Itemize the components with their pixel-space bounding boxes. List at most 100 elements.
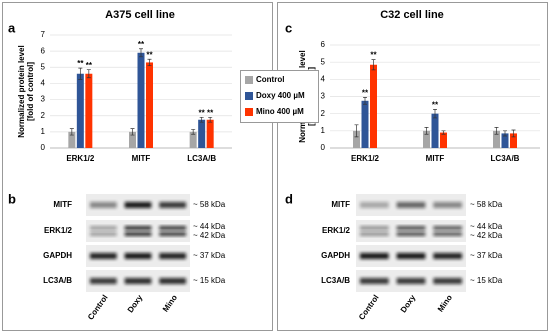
y-tick-label: 0 xyxy=(41,143,46,152)
blot-band xyxy=(433,232,462,236)
blot-band xyxy=(159,278,186,284)
significance-label: ** xyxy=(138,40,145,49)
significance-label: ** xyxy=(199,108,206,117)
y-axis-label: [fold of control] xyxy=(26,62,35,121)
y-tick-label: 5 xyxy=(41,62,46,71)
blot-band xyxy=(124,226,152,230)
blot-band xyxy=(90,253,117,259)
kda-label: ~ 15 kDa xyxy=(470,276,503,285)
bar xyxy=(493,130,500,148)
bar xyxy=(76,73,84,148)
error-bar xyxy=(433,109,437,119)
blot-band xyxy=(360,226,389,230)
blot-band xyxy=(433,278,462,284)
blot-band xyxy=(90,202,117,208)
y-tick-label: 6 xyxy=(321,40,326,49)
y-tick-label: 2 xyxy=(41,111,46,120)
error-bar xyxy=(441,130,446,135)
y-tick-label: 3 xyxy=(321,92,326,101)
bar xyxy=(510,133,517,148)
lane-label: Mino xyxy=(436,293,454,314)
blot-band xyxy=(159,232,186,236)
chart-title: A375 cell line xyxy=(105,9,175,21)
significance-label: ** xyxy=(207,108,214,117)
lane-label: Control xyxy=(86,293,110,321)
panel-frame xyxy=(2,2,273,331)
legend-swatch xyxy=(245,108,253,116)
blot-row-label: MITF xyxy=(331,200,350,209)
lane-label: Mino xyxy=(161,293,179,314)
bar xyxy=(353,130,360,148)
x-tick-label: ERK1/2 xyxy=(66,154,95,163)
blot-band xyxy=(159,253,186,259)
error-bar xyxy=(354,124,359,138)
blot-band xyxy=(90,278,117,284)
bar xyxy=(206,119,214,148)
error-bar xyxy=(363,97,367,105)
blot-row-label: GAPDH xyxy=(321,251,350,260)
blot-row-label: ERK1/2 xyxy=(322,226,351,235)
error-bar xyxy=(69,128,74,136)
blot-band xyxy=(433,226,462,230)
error-bar xyxy=(139,48,143,58)
kda-label: ~ 42 kDa xyxy=(470,231,503,240)
bar xyxy=(361,100,369,148)
y-tick-label: 0 xyxy=(321,143,326,152)
error-bar xyxy=(86,69,91,79)
blot-background xyxy=(86,220,190,242)
blot-band xyxy=(396,226,426,230)
bar xyxy=(370,64,377,148)
lane-label: Control xyxy=(357,293,381,321)
significance-label: ** xyxy=(432,100,439,109)
y-tick-label: 4 xyxy=(41,79,46,88)
blot-row-label: LC3A/B xyxy=(321,276,350,285)
error-bar xyxy=(130,128,135,136)
error-bar xyxy=(191,129,196,135)
panel-letter: d xyxy=(285,191,293,206)
y-axis-label: Normalized protein level xyxy=(17,45,26,137)
x-tick-label: MITF xyxy=(132,154,151,163)
y-tick-label: 1 xyxy=(41,127,46,136)
y-tick-label: 1 xyxy=(321,126,326,135)
error-bar xyxy=(503,130,507,137)
bar xyxy=(129,131,136,148)
error-bar xyxy=(78,67,83,80)
legend-label: Mino 400 µM xyxy=(256,107,304,116)
lane-label: Doxy xyxy=(399,293,418,315)
bar xyxy=(198,119,206,148)
blot-band xyxy=(396,202,426,208)
error-bar xyxy=(511,129,516,138)
panel-letter: a xyxy=(8,20,16,35)
kda-label: ~ 37 kDa xyxy=(470,251,503,260)
x-tick-label: LC3A/B xyxy=(187,154,216,163)
error-bar xyxy=(494,127,499,135)
bar xyxy=(431,113,439,148)
x-tick-label: ERK1/2 xyxy=(351,154,380,163)
kda-label: ~ 15 kDa xyxy=(193,276,226,285)
blot-band xyxy=(159,226,186,230)
legend-label: Control xyxy=(256,75,284,84)
kda-label: ~ 44 kDa xyxy=(470,222,503,231)
blot-band xyxy=(124,232,152,236)
panel-frame xyxy=(277,2,548,331)
bar xyxy=(501,133,509,148)
bar xyxy=(137,52,145,148)
kda-label: ~ 37 kDa xyxy=(193,251,226,260)
legend-swatch xyxy=(245,76,253,84)
y-tick-label: 3 xyxy=(41,95,46,104)
y-tick-label: 6 xyxy=(41,46,46,55)
chart-title: C32 cell line xyxy=(380,9,444,21)
significance-label: ** xyxy=(146,50,153,59)
significance-label: ** xyxy=(370,51,377,60)
blot-band xyxy=(433,202,462,208)
blot-band xyxy=(360,232,389,236)
y-tick-label: 2 xyxy=(321,109,326,118)
blot-band xyxy=(433,253,462,259)
blot-band xyxy=(360,202,389,208)
blot-band xyxy=(396,253,426,259)
legend-swatch xyxy=(245,92,253,100)
error-bar xyxy=(371,59,376,71)
error-bar xyxy=(199,116,204,123)
kda-label: ~ 42 kDa xyxy=(193,231,226,240)
